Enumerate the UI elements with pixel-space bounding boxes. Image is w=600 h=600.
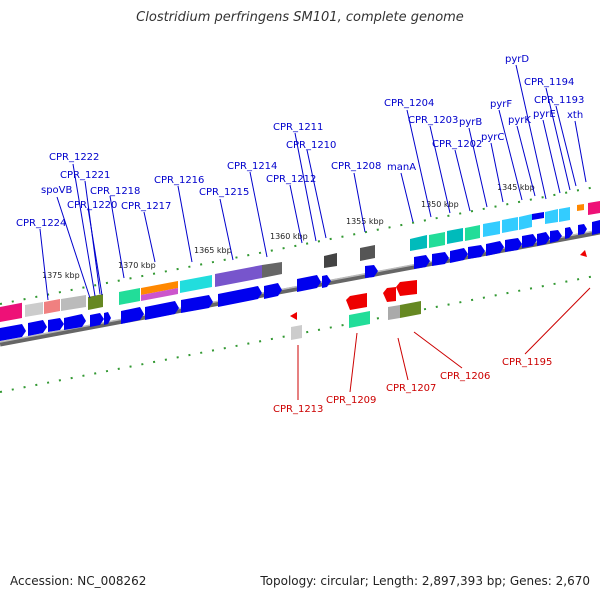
gene-arrow [505,238,522,252]
gene-arrow [565,227,573,239]
gene-label: CPR_1216 [154,175,204,186]
gene-arrow [365,265,378,278]
gene-arrow [121,307,144,324]
kbp-label: 1360 kbp [270,232,308,241]
gene-arrow [486,241,504,256]
kbp-label: 1375 kbp [42,271,80,280]
gene-label: CPR_1210 [286,140,336,151]
gene-label: CPR_1215 [199,187,249,198]
gene-label: CPR_1207 [386,383,436,394]
gene-arrow [537,232,550,246]
gene-label: CPR_1222 [49,152,99,163]
gene-arrow [181,295,213,313]
gene-label: xth [567,110,583,121]
gene-arrow [64,314,86,330]
gene-label: CPR_1209 [326,395,376,406]
gene-label: CPR_1203 [408,115,458,126]
gene-label: CPR_1206 [440,371,490,382]
reverse-genes [290,250,587,340]
kbp-label: 1350 kbp [421,200,459,209]
gene-arrow [104,312,111,325]
gene-label: CPR_1221 [60,170,110,181]
gene-label: CPR_1204 [384,98,434,109]
gene-arrow [90,313,104,327]
forward-leader-lines [39,64,587,301]
gene-label: CPR_1211 [273,122,323,133]
gene-arrow [414,255,430,269]
gene-label: CPR_1194 [524,77,574,88]
gene-label: CPR_1214 [227,161,277,172]
gene-label: CPR_1217 [121,201,171,212]
gene-label: pyrK [508,115,531,126]
kbp-label: 1365 kbp [194,246,232,255]
gene-arrow [297,275,321,292]
gene-label: pyrC [481,132,504,143]
gene-arrow [468,245,485,259]
gene-arrow [522,234,537,248]
gene-arrow [264,283,282,299]
gene-arrow [578,224,587,235]
kbp-label: 1370 kbp [118,261,156,270]
gene-label: pyrB [459,117,482,128]
kbp-label: 1355 kbp [346,217,384,226]
gene-label: pyrD [505,54,529,65]
accession-label: Accession: NC_008262 [10,574,147,588]
gene-label: manA [387,162,416,173]
gene-label: CPR_1208 [331,161,381,172]
reverse-leader-lines [297,287,591,400]
forward-gene-labels: CPR_1224 spoVB CPR_1221 CPR_1222 CPR_122… [16,54,584,229]
topology-label: Topology: circular; Length: 2,897,393 bp… [260,574,590,588]
gene-arrow [218,286,262,307]
gene-arrow [322,275,331,288]
gene-label: CPR_1195 [502,357,552,368]
gene-arrow [550,230,562,243]
gene-label: pyrE [533,109,556,120]
gene-label: CPR_1212 [266,174,316,185]
gene-label: CPR_1224 [16,218,66,229]
reverse-gene-labels: CPR_1213 CPR_1209 CPR_1207 CPR_1206 CPR_… [273,357,552,415]
kbp-labels: 1345 kbp 1350 kbp 1355 kbp 1360 kbp 1365… [42,183,535,280]
gene-arrow [450,248,468,263]
gene-label: CPR_1220 [67,200,117,211]
gene-arrow [0,324,26,341]
gene-label: CPR_1193 [534,95,584,106]
forward-genes [0,220,600,341]
gene-label: CPR_1202 [432,139,482,150]
gene-arrow [145,301,179,320]
gene-label: CPR_1218 [90,186,140,197]
gene-label: CPR_1213 [273,404,323,415]
gene-label: pyrF [490,99,512,110]
gene-arrow [28,320,47,336]
kbp-label: 1345 kbp [497,183,535,192]
colored-blocks [0,201,600,322]
gene-arrow [592,220,600,235]
gene-arrow [432,252,449,266]
gene-arrow [48,318,64,332]
gene-label: spoVB [41,185,73,196]
map-title: Clostridium perfringens SM101, complete … [136,10,464,25]
